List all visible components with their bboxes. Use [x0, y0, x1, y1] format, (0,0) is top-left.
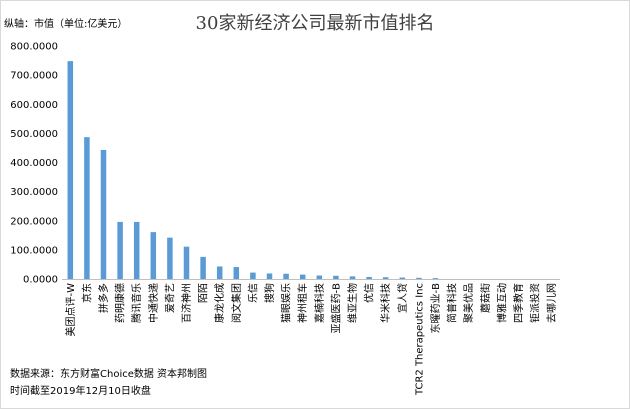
x-tick-label: 美团点评-W	[64, 283, 77, 337]
x-tick-label: 百济神州	[180, 283, 193, 323]
x-tick-label: 京东	[80, 283, 93, 303]
y-axis-title: 纵轴：市值（单位:亿美元）	[4, 19, 128, 30]
bar	[100, 149, 107, 279]
x-tick-label: 药明康德	[114, 283, 127, 323]
bar	[283, 273, 289, 279]
bar	[432, 278, 439, 279]
x-tick-label: 阅文集团	[230, 283, 243, 323]
x-tick-label: 去哪儿网	[546, 283, 558, 323]
x-tick-label: 蘑菇街	[479, 283, 492, 313]
y-tick-label: 800.0000	[10, 42, 58, 53]
y-tick-label: 700.0000	[10, 71, 58, 82]
y-tick-label: 500.0000	[10, 129, 58, 140]
x-tick-label: 华米科技	[379, 283, 392, 323]
bar	[250, 272, 256, 279]
bar	[67, 61, 74, 279]
chart-title: 30家新经济公司最新市值排名	[195, 13, 435, 34]
x-tick-label: 拼多多	[97, 283, 110, 313]
bar	[266, 273, 273, 279]
bar	[316, 275, 323, 279]
y-tick-label: 100.0000	[10, 245, 58, 256]
x-tick-label: 亚盛医药-B	[329, 283, 342, 334]
x-tick-label: 博雅互动	[495, 283, 508, 323]
bar	[416, 277, 422, 279]
x-tick-label: 优信	[363, 283, 376, 303]
x-tick-label: 聚美优品	[462, 283, 475, 323]
bar	[233, 267, 240, 279]
bar	[117, 221, 123, 279]
cutoff-time-note: 时间截至2019年12月10日收盘	[10, 386, 151, 397]
bar	[333, 275, 339, 279]
x-tick-label: 乐信	[247, 283, 259, 303]
bar	[167, 237, 173, 279]
bar	[133, 221, 140, 279]
x-tick-label: 腾讯音乐	[130, 283, 143, 323]
data-source-note: 数据来源：东方财富Choice数据 资本邦制图	[10, 369, 208, 380]
x-tick-label: 搜狗	[263, 283, 276, 303]
bar	[183, 246, 190, 279]
x-tick-label: 嘉楠科技	[313, 283, 326, 323]
x-tick-label: 钜派投资	[529, 283, 542, 323]
x-tick-label: 爱奇艺	[163, 283, 176, 313]
y-tick-label: 600.0000	[10, 100, 58, 111]
y-tick-label: 300.0000	[10, 187, 58, 198]
bar	[299, 274, 306, 279]
x-tick-label: TCR2 Therapeutics Inc	[414, 283, 425, 396]
x-tick-label: 中通快递	[147, 283, 160, 323]
y-tick-label: 200.0000	[10, 216, 58, 227]
x-tick-label: 陌陌	[198, 283, 210, 303]
bar	[366, 276, 372, 279]
x-tick-label: 宜人贷	[396, 283, 409, 313]
x-tick-label: 东曜药业-B	[429, 283, 442, 334]
bar	[216, 266, 223, 279]
bar	[150, 232, 157, 279]
y-tick-label: 0.0000	[23, 275, 58, 286]
bar	[84, 137, 90, 279]
x-tick-label: 康龙化成	[213, 283, 226, 323]
y-tick-label: 400.0000	[10, 158, 58, 169]
x-tick-label: 神州租车	[296, 283, 309, 323]
bar	[382, 277, 389, 279]
x-tick-label: 猫眼娱乐	[280, 283, 293, 323]
bar	[349, 276, 356, 279]
x-tick-label: 维亚生物	[346, 283, 359, 323]
x-tick-label: 简普科技	[446, 283, 459, 323]
bar	[200, 256, 206, 279]
bar	[399, 277, 406, 279]
x-tick-label: 四季教育	[512, 283, 525, 323]
